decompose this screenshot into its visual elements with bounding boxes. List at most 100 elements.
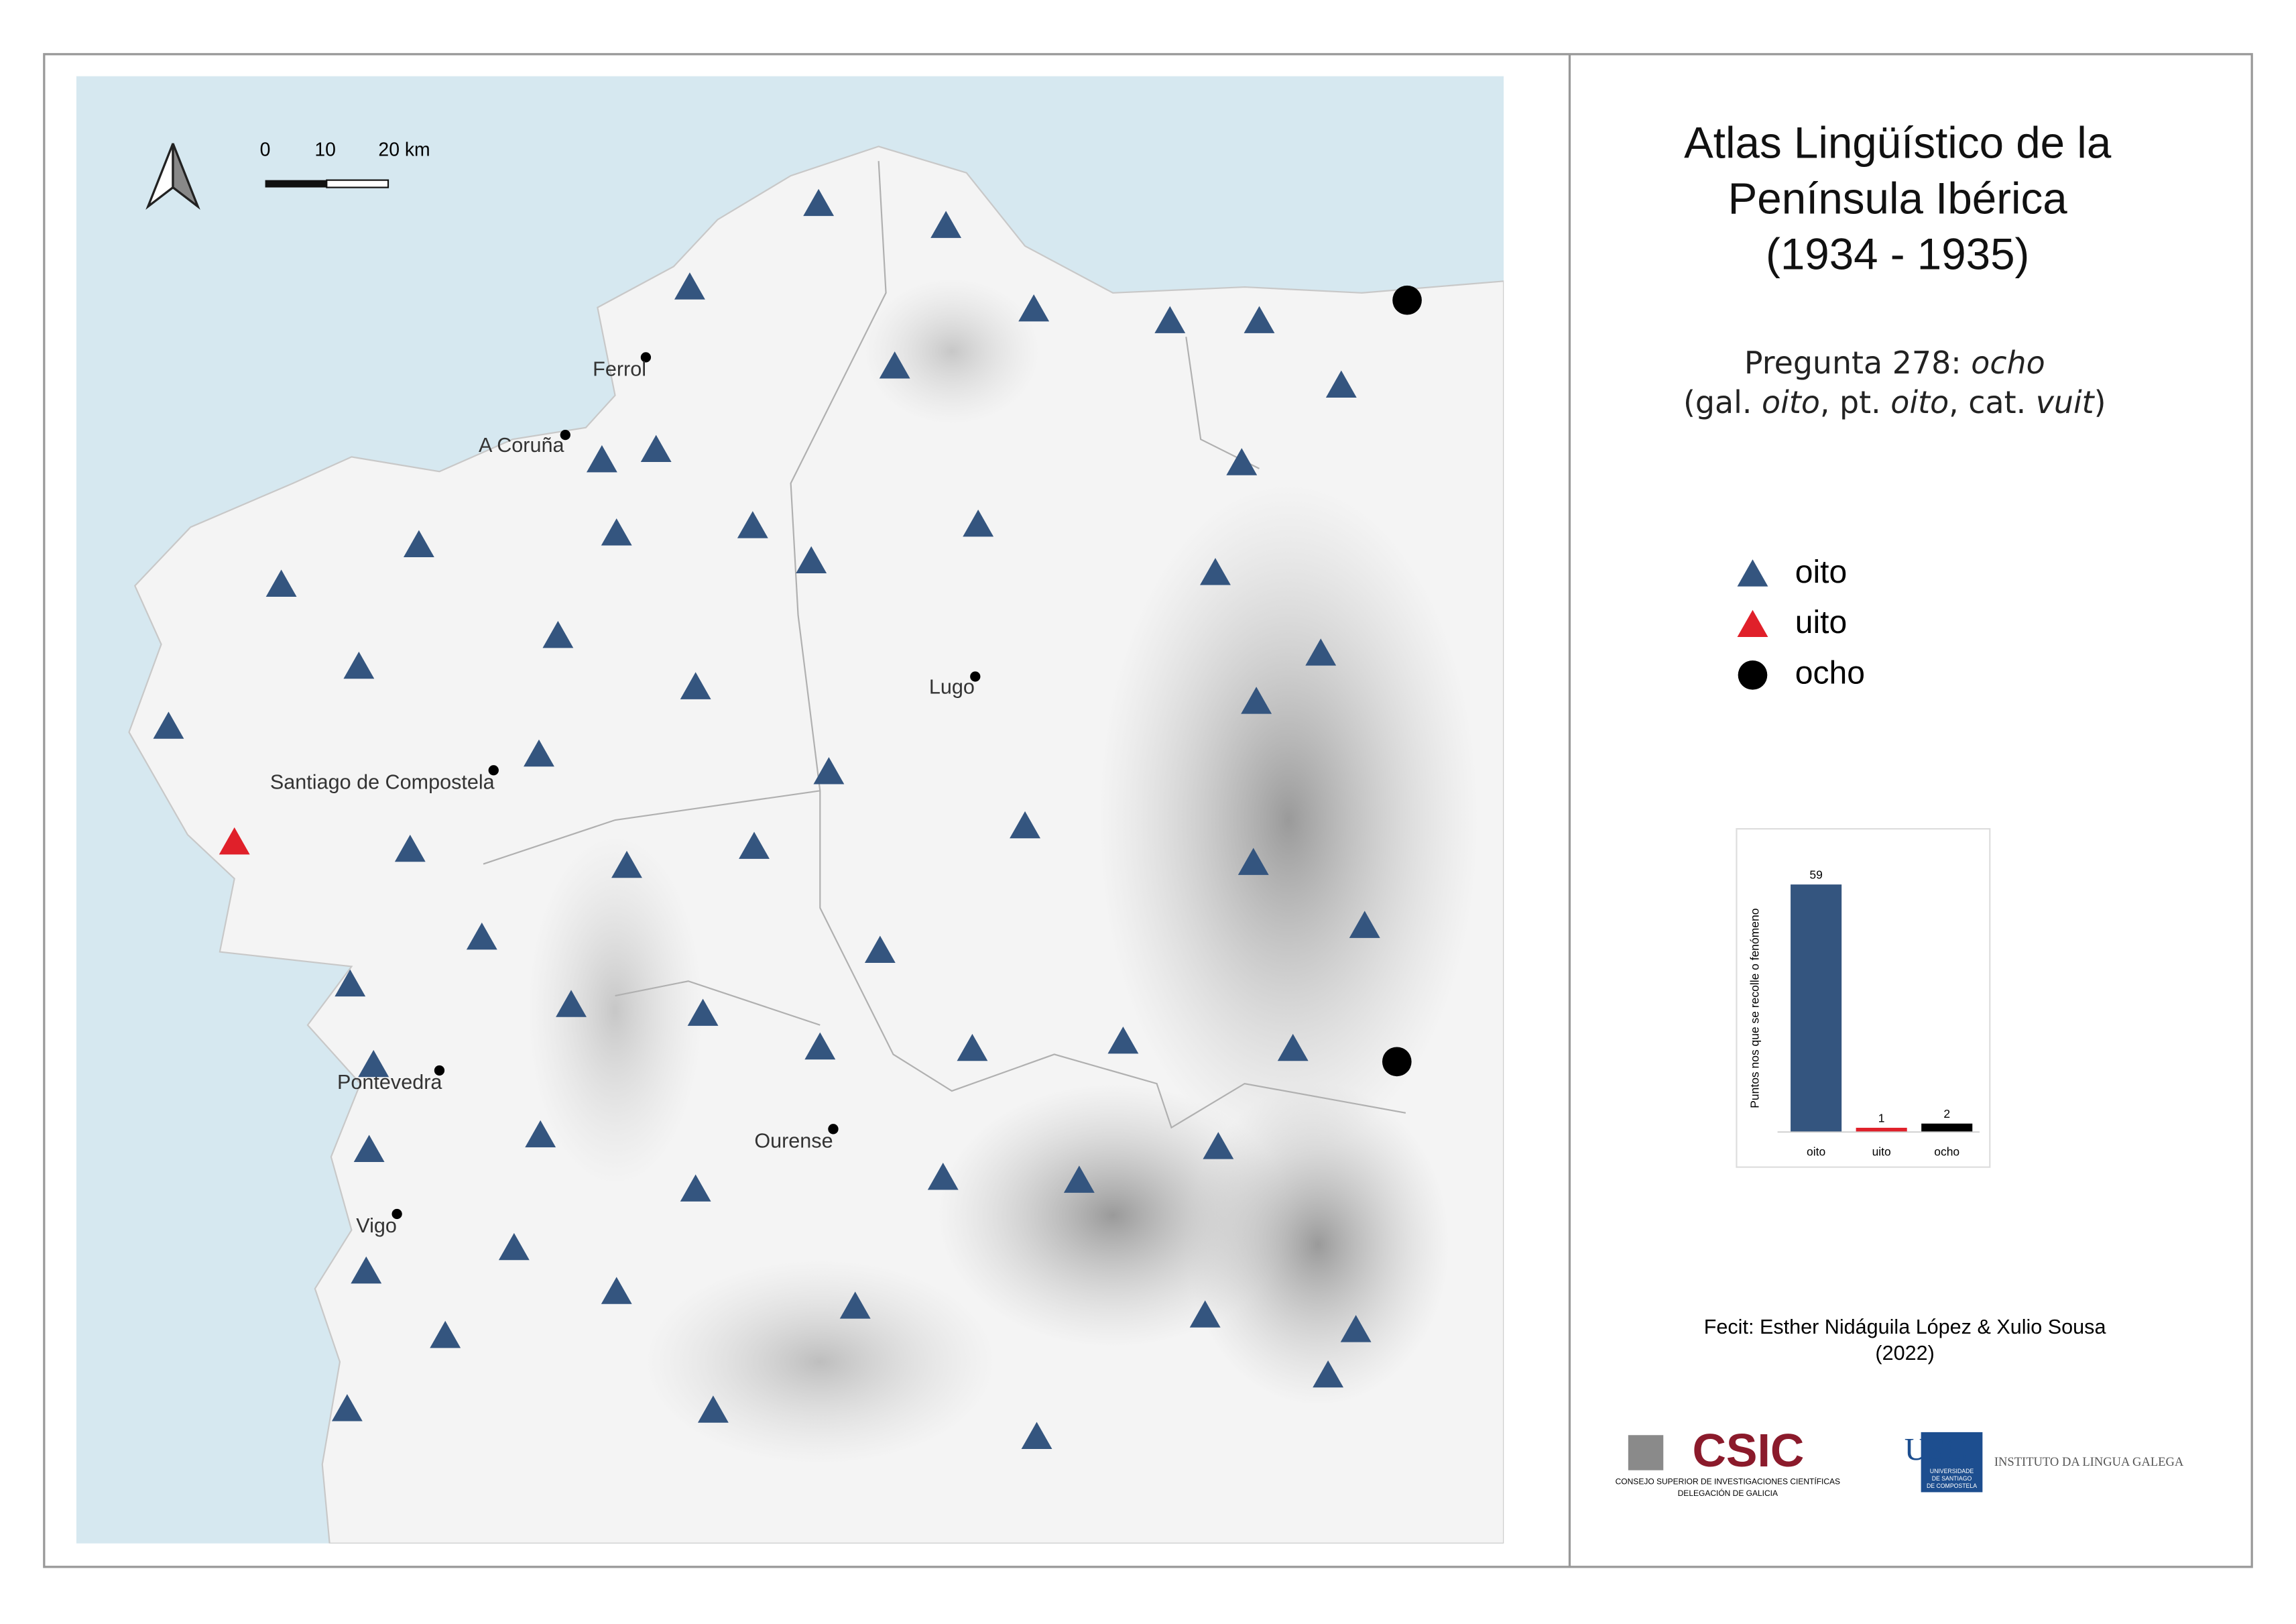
value-label: 1 bbox=[1878, 1111, 1885, 1124]
ocho-marker bbox=[1382, 1047, 1412, 1077]
question-part: Pregunta 278: bbox=[1744, 344, 1971, 380]
oito-marker bbox=[335, 969, 366, 997]
x-tick-label: uito bbox=[1872, 1145, 1891, 1158]
oito-marker bbox=[839, 1291, 871, 1319]
oito-marker bbox=[611, 850, 642, 878]
x-tick-label: oito bbox=[1807, 1145, 1825, 1158]
question-part: oito bbox=[1762, 384, 1820, 420]
province-border bbox=[483, 161, 1406, 1129]
credit: Fecit: Esther Nidáguila López & Xulio So… bbox=[1704, 1316, 2106, 1338]
title: Atlas Lingüístico de la bbox=[1684, 119, 2112, 168]
question-part: ocho bbox=[1971, 344, 2045, 380]
question-part: , pt. bbox=[1820, 384, 1890, 420]
relief bbox=[527, 834, 703, 1186]
city-dot bbox=[970, 671, 981, 682]
oito-marker bbox=[353, 1135, 385, 1162]
oito-marker bbox=[1010, 811, 1040, 839]
oito-marker bbox=[687, 998, 719, 1026]
question-part: oito bbox=[1890, 384, 1949, 420]
city-label: Lugo bbox=[929, 676, 975, 699]
oito-marker bbox=[498, 1232, 530, 1261]
oito-marker bbox=[430, 1320, 461, 1348]
oito-marker bbox=[343, 651, 375, 679]
city-label: Ourense bbox=[754, 1130, 833, 1153]
oito-marker bbox=[331, 1394, 363, 1422]
oito-marker bbox=[556, 990, 587, 1017]
north-arrow bbox=[145, 143, 200, 210]
scale-label: 0 bbox=[260, 139, 271, 160]
oito-marker bbox=[737, 511, 768, 538]
legend-label: uito bbox=[1795, 605, 1847, 640]
oito-marker bbox=[542, 620, 574, 648]
oito-marker bbox=[466, 922, 497, 950]
oito-marker bbox=[739, 831, 770, 859]
csic-emblem bbox=[1628, 1435, 1664, 1470]
oito-marker bbox=[358, 1049, 389, 1078]
scale-bar bbox=[265, 180, 327, 188]
title: (1934 - 1935) bbox=[1766, 230, 2029, 279]
csic-logo: CSIC bbox=[1692, 1424, 1804, 1476]
usc-box bbox=[1921, 1432, 1983, 1493]
oito-marker bbox=[1063, 1165, 1095, 1193]
usc-subtitle: DE SANTIAGO bbox=[1932, 1475, 1972, 1482]
question-part: (gal. bbox=[1683, 384, 1762, 420]
city-dot bbox=[640, 352, 652, 363]
scale-label: 20 km bbox=[378, 139, 430, 160]
csic-subtitle: DELEGACIÓN DE GALICIA bbox=[1678, 1488, 1778, 1498]
legend-label: ocho bbox=[1795, 655, 1865, 691]
oito-marker bbox=[1313, 1360, 1344, 1388]
city-label: Ferrol bbox=[593, 358, 646, 381]
legend-symbol bbox=[1737, 610, 1768, 638]
oito-marker bbox=[1018, 294, 1050, 322]
oito-marker bbox=[796, 546, 827, 574]
oito-marker bbox=[1305, 638, 1337, 666]
oito-marker bbox=[1226, 448, 1258, 475]
oito-marker bbox=[524, 739, 554, 767]
bar bbox=[1791, 884, 1842, 1133]
chart-panel: Puntos nos que se recolle o fenómeno 59 oi… bbox=[1736, 828, 1991, 1168]
city-dot bbox=[391, 1208, 402, 1220]
city-dot bbox=[488, 765, 499, 776]
oito-marker bbox=[697, 1395, 729, 1423]
oito-marker bbox=[601, 1277, 632, 1304]
bar bbox=[1856, 1127, 1907, 1133]
oito-marker bbox=[1107, 1026, 1139, 1054]
relief bbox=[1098, 483, 1479, 1157]
credit: (2022) bbox=[1875, 1342, 1934, 1365]
oito-marker bbox=[1349, 911, 1380, 938]
oito-marker bbox=[1203, 1132, 1234, 1159]
oito-marker bbox=[525, 1120, 556, 1148]
oito-marker bbox=[1237, 848, 1269, 875]
question: Pregunta 278: ocho bbox=[1744, 344, 2045, 380]
title: Península Ibérica bbox=[1728, 174, 2068, 223]
oito-marker bbox=[879, 351, 910, 379]
oito-marker bbox=[804, 1032, 836, 1060]
chart-frame bbox=[1736, 828, 1991, 1168]
question-part: , cat. bbox=[1949, 384, 2036, 420]
legend-symbol bbox=[1737, 559, 1768, 587]
relief bbox=[1186, 1084, 1450, 1406]
oito-marker bbox=[403, 530, 434, 557]
city-label: Vigo bbox=[356, 1214, 397, 1237]
oito-marker bbox=[1154, 306, 1186, 333]
institute: INSTITUTO DA LINGUA GALEGA bbox=[1994, 1455, 2184, 1469]
question-part: vuit bbox=[2036, 384, 2096, 420]
value-label: 2 bbox=[1943, 1107, 1950, 1120]
oito-marker bbox=[957, 1033, 988, 1061]
oito-marker bbox=[153, 711, 184, 739]
oito-marker bbox=[1325, 370, 1357, 398]
ocho-marker bbox=[1392, 285, 1422, 315]
y-axis-label: Puntos nos que se recolle o fenómeno bbox=[1748, 909, 1761, 1108]
value-label: 59 bbox=[1809, 868, 1822, 882]
city-label: Santiago de Compostela bbox=[270, 770, 495, 793]
oito-marker bbox=[586, 445, 617, 473]
oito-marker bbox=[813, 757, 845, 785]
oito-marker bbox=[963, 510, 994, 537]
map-area bbox=[76, 76, 1504, 1544]
oito-marker bbox=[394, 834, 426, 862]
oito-marker bbox=[803, 188, 835, 217]
bar bbox=[1921, 1123, 1973, 1133]
csic-subtitle: CONSEJO SUPERIOR DE INVESTIGACIONES CIEN… bbox=[1616, 1476, 1840, 1486]
relief bbox=[863, 278, 1040, 425]
oito-marker bbox=[1277, 1033, 1309, 1061]
